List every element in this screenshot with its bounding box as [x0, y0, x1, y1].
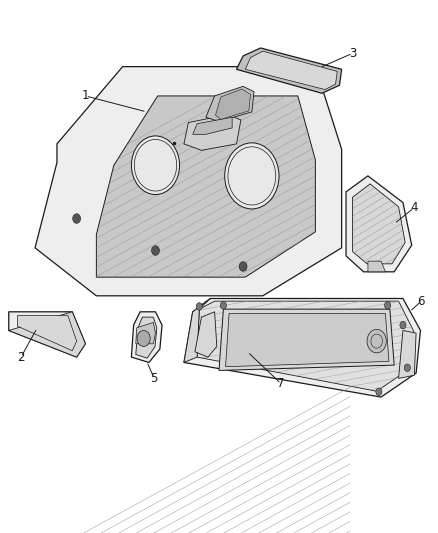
Polygon shape — [18, 316, 77, 351]
Text: 7: 7 — [277, 377, 285, 390]
Polygon shape — [368, 261, 385, 272]
Polygon shape — [245, 51, 337, 90]
Polygon shape — [197, 301, 414, 391]
Text: 1: 1 — [81, 90, 89, 102]
Polygon shape — [35, 67, 342, 296]
Polygon shape — [193, 117, 232, 134]
Polygon shape — [346, 176, 412, 272]
Circle shape — [196, 303, 202, 310]
Text: 5: 5 — [151, 372, 158, 385]
Polygon shape — [136, 322, 155, 344]
Polygon shape — [9, 312, 85, 357]
Polygon shape — [206, 86, 254, 122]
Circle shape — [225, 143, 279, 209]
Polygon shape — [226, 313, 389, 367]
Polygon shape — [353, 184, 405, 264]
Polygon shape — [184, 298, 210, 362]
Polygon shape — [219, 309, 394, 370]
Text: 6: 6 — [417, 295, 425, 308]
Polygon shape — [9, 312, 85, 357]
Circle shape — [220, 302, 226, 309]
Circle shape — [385, 302, 391, 309]
Circle shape — [400, 321, 406, 329]
Polygon shape — [131, 312, 162, 362]
Circle shape — [404, 364, 410, 372]
Polygon shape — [399, 330, 416, 378]
Polygon shape — [237, 48, 342, 93]
Circle shape — [376, 388, 382, 395]
Circle shape — [367, 329, 386, 353]
Text: 2: 2 — [17, 351, 25, 364]
Circle shape — [73, 214, 81, 223]
Polygon shape — [184, 115, 241, 150]
Text: 4: 4 — [410, 201, 418, 214]
Circle shape — [131, 136, 180, 195]
Circle shape — [239, 262, 247, 271]
Circle shape — [137, 330, 150, 346]
Polygon shape — [184, 298, 420, 397]
Polygon shape — [215, 89, 251, 119]
Polygon shape — [96, 96, 315, 277]
Polygon shape — [136, 317, 157, 358]
Polygon shape — [195, 312, 217, 357]
Circle shape — [152, 246, 159, 255]
Text: 3: 3 — [349, 47, 356, 60]
